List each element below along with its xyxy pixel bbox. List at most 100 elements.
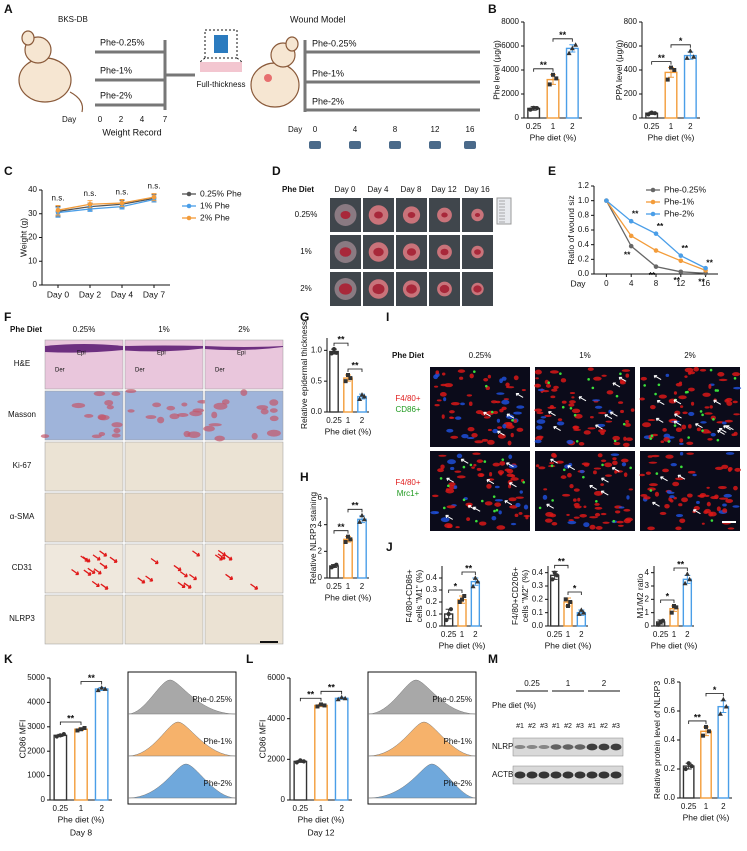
mouse-label: BKS-DB: [58, 15, 88, 24]
series-line: [57, 196, 155, 211]
mouse: [18, 30, 84, 113]
y-tick-label: 0.4: [426, 573, 438, 582]
cell: [572, 425, 579, 430]
cell: [493, 509, 496, 513]
point: [75, 728, 80, 733]
y-axis-label: Relative NLRP3 staining: [308, 492, 318, 584]
cell: [709, 405, 713, 409]
bar: [343, 377, 353, 413]
cell: [490, 400, 498, 404]
wound-core: [439, 284, 450, 294]
cell: [699, 368, 707, 372]
stain: [157, 416, 165, 424]
cell: [492, 495, 496, 498]
cell: [491, 515, 497, 521]
panel-letter: J: [386, 540, 393, 554]
point: [346, 534, 350, 539]
cell: [696, 500, 700, 505]
cell: [647, 419, 656, 422]
significance-label: n.s.: [84, 189, 97, 198]
row-label: F4/80+: [395, 394, 420, 403]
arrow: [504, 500, 513, 506]
cell: [497, 426, 502, 430]
x-tick-label: 1: [79, 804, 84, 813]
histogram: [367, 763, 477, 799]
epidermis: [45, 344, 123, 353]
cell: [557, 418, 563, 422]
cell: [569, 400, 576, 404]
significance-bracket: [333, 342, 349, 347]
cell: [486, 483, 492, 489]
cell: [618, 506, 625, 509]
layer-label: Epi: [237, 351, 246, 357]
mouse: [250, 36, 300, 108]
x-tick-label: 0.25: [526, 122, 542, 131]
stain: [208, 423, 222, 427]
arrow: [725, 425, 734, 431]
point: [682, 580, 688, 586]
cell: [433, 374, 439, 380]
point: [672, 68, 677, 72]
cell: [453, 485, 458, 490]
arrow: [189, 573, 198, 581]
series-line: [57, 198, 155, 214]
arrow: [506, 413, 515, 419]
group-label: 1: [566, 679, 571, 688]
y-tick-label: 0.0: [311, 407, 323, 416]
cell: [455, 416, 462, 420]
cell: [612, 435, 621, 441]
band: [550, 771, 562, 779]
cell: [647, 487, 656, 491]
point: [79, 727, 83, 732]
cell: [664, 504, 670, 509]
cell: [549, 405, 554, 409]
significance-bracket: [552, 38, 573, 42]
arrow: [486, 479, 495, 485]
cell: [536, 411, 544, 415]
significance-bracket: [533, 68, 554, 72]
point: [628, 218, 634, 224]
cell: [474, 440, 484, 444]
y-tick-label: 2: [645, 594, 650, 603]
bar: [565, 47, 579, 119]
wound-lines: [303, 40, 480, 112]
stain: [166, 405, 176, 411]
cell: [450, 435, 459, 439]
significance-label: **: [307, 690, 315, 700]
cell: [628, 488, 633, 491]
cell: [594, 506, 603, 510]
significance-bracket: [461, 571, 476, 575]
y-tick-label: 2000: [501, 89, 519, 98]
x-axis-label: Phe diet (%): [58, 814, 105, 824]
arrow: [612, 382, 621, 388]
x-tick-label: 1: [346, 582, 351, 591]
cell: [732, 400, 738, 404]
arrow: [618, 376, 627, 382]
arrow: [515, 392, 524, 398]
diet-lines: [95, 40, 195, 110]
histogram-frame: [127, 671, 237, 805]
arrow: [509, 482, 517, 488]
cell: [681, 497, 688, 503]
lane-label: #2: [528, 723, 536, 730]
point: [674, 605, 679, 610]
cell: [597, 453, 603, 458]
cell: [522, 480, 526, 484]
cell: [643, 496, 651, 500]
cell: [456, 453, 463, 459]
band: [586, 771, 598, 779]
band: [550, 744, 562, 750]
x-tick-label: 2: [339, 804, 344, 813]
point: [359, 512, 365, 518]
cell: [568, 403, 575, 407]
cell: [712, 418, 715, 421]
band: [562, 744, 574, 750]
cell: [692, 473, 697, 477]
y-tick-label: 0: [318, 573, 323, 582]
stain: [40, 434, 50, 439]
point: [335, 696, 341, 702]
stain: [93, 391, 106, 397]
cell: [701, 429, 704, 432]
point: [82, 726, 87, 731]
layer-label: Der: [215, 368, 225, 374]
